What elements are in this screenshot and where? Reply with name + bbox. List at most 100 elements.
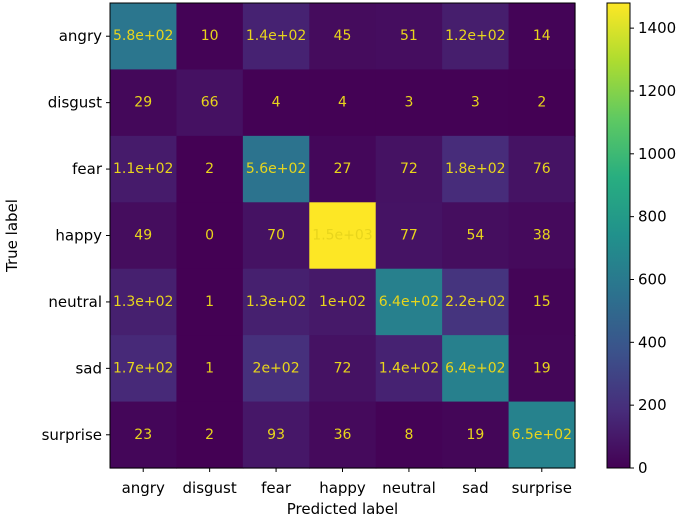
heatmap-cell	[176, 135, 244, 203]
heatmap-cell	[375, 335, 443, 403]
y-tick-label: surprise	[42, 426, 102, 444]
x-tick-label: happy	[319, 479, 366, 497]
cell-value-label: 76	[533, 161, 551, 177]
heatmap-cell	[242, 3, 310, 71]
cell-value-label: 23	[134, 427, 152, 443]
x-tick-label: angry	[122, 479, 165, 497]
heatmap-cell	[309, 268, 377, 336]
cell-value-label: 66	[201, 95, 219, 111]
cell-value-label: 8	[404, 427, 413, 443]
heatmap-cell	[508, 268, 576, 336]
heatmap-cell	[375, 268, 443, 336]
heatmap-cell	[375, 69, 443, 137]
cell-value-label: 6.5e+02	[512, 427, 572, 443]
heatmap-cell	[309, 335, 377, 403]
heatmap-cell	[110, 135, 178, 203]
cell-value-label: 38	[533, 228, 551, 244]
heatmap-cell	[242, 335, 310, 403]
cell-value-label: 1e+02	[319, 294, 366, 310]
heatmap-cell	[110, 335, 178, 403]
heatmap-cell	[375, 3, 443, 71]
cell-value-label: 3	[471, 95, 480, 111]
heatmap-cell	[242, 135, 310, 203]
heatmap-cell	[309, 135, 377, 203]
heatmap-cell	[442, 335, 510, 403]
x-axis-label: Predicted label	[287, 500, 398, 517]
cell-value-label: 2e+02	[253, 360, 300, 376]
cell-value-label: 1.8e+02	[445, 161, 505, 177]
cell-value-label: 10	[201, 28, 219, 44]
heatmap-cell	[242, 401, 310, 469]
heatmap-cell	[508, 135, 576, 203]
heatmap-cell	[442, 202, 510, 270]
cell-value-label: 36	[334, 427, 352, 443]
heatmap-cell	[176, 69, 244, 137]
heatmap-cell	[176, 401, 244, 469]
cell-value-label: 14	[533, 28, 551, 44]
y-axis-label: True label	[3, 199, 21, 273]
heatmap-cell	[309, 69, 377, 137]
y-tick-label: neutral	[48, 293, 102, 311]
colorbar-tick-label: 0	[638, 459, 648, 477]
heatmap-cell	[375, 135, 443, 203]
heatmap-cells	[110, 3, 576, 469]
cell-value-label: 15	[533, 294, 551, 310]
x-tick-label: neutral	[382, 479, 436, 497]
x-axis-ticks: angry disgust fear happy neutral sad surprise	[122, 468, 572, 497]
cell-value-label: 5.8e+02	[113, 28, 173, 44]
cell-value-label: 5.6e+02	[246, 161, 306, 177]
heatmap-cell	[176, 202, 244, 270]
heatmap-cell	[442, 401, 510, 469]
colorbar	[606, 2, 631, 469]
cell-value-label: 19	[533, 360, 551, 376]
heatmap-cell	[375, 401, 443, 469]
cell-value-label: 6.4e+02	[445, 360, 505, 376]
heatmap-cell	[309, 202, 377, 270]
colorbar-tick-label: 600	[638, 270, 667, 288]
y-tick-label: fear	[72, 160, 103, 178]
heatmap-cell	[110, 202, 178, 270]
heatmap-cell	[508, 69, 576, 137]
cell-value-label: 54	[466, 228, 484, 244]
cell-value-label: 0	[205, 228, 214, 244]
cell-value-label: 2	[205, 427, 214, 443]
cell-value-label: 1.1e+02	[113, 161, 173, 177]
heatmap-cell	[442, 69, 510, 137]
cell-value-label: 6.4e+02	[379, 294, 439, 310]
y-axis-ticks: angry disgust fear happy neutral sad surprise	[42, 27, 110, 444]
x-tick-label: sad	[462, 479, 489, 497]
heatmap-cell	[242, 69, 310, 137]
colorbar-tick-label: 800	[638, 208, 667, 226]
cell-value-label: 4	[338, 95, 347, 111]
heatmap-cell	[110, 69, 178, 137]
heatmap-cell	[375, 202, 443, 270]
colorbar-tick-label: 1000	[638, 145, 676, 163]
cell-value-label: 51	[400, 28, 418, 44]
cell-value-label: 72	[334, 360, 352, 376]
y-tick-label: disgust	[48, 94, 102, 112]
heatmap-cell	[110, 401, 178, 469]
cell-value-label: 1.7e+02	[113, 360, 173, 376]
cell-value-label: 1	[205, 360, 214, 376]
cell-value-label: 1.3e+02	[246, 294, 306, 310]
cell-value-label: 1	[205, 294, 214, 310]
heatmap-cell	[309, 3, 377, 71]
cell-value-label: 2	[537, 95, 546, 111]
x-tick-label: disgust	[183, 479, 237, 497]
heatmap-cell	[508, 335, 576, 403]
heatmap-cell	[242, 202, 310, 270]
cell-value-label: 93	[267, 427, 285, 443]
y-tick-label: angry	[59, 27, 102, 45]
y-tick-label: happy	[55, 227, 102, 245]
heatmap-cell	[508, 3, 576, 71]
cell-value-label: 27	[334, 161, 352, 177]
cell-value-label: 70	[267, 228, 285, 244]
heatmap-cell	[508, 202, 576, 270]
colorbar-ticks: 0 200 400 600 800 1000 1200 1400	[630, 19, 676, 477]
heatmap-cell	[110, 3, 178, 71]
heatmap-cell	[442, 268, 510, 336]
colorbar-tick-label: 400	[638, 333, 667, 351]
cell-value-label: 1.3e+02	[113, 294, 173, 310]
